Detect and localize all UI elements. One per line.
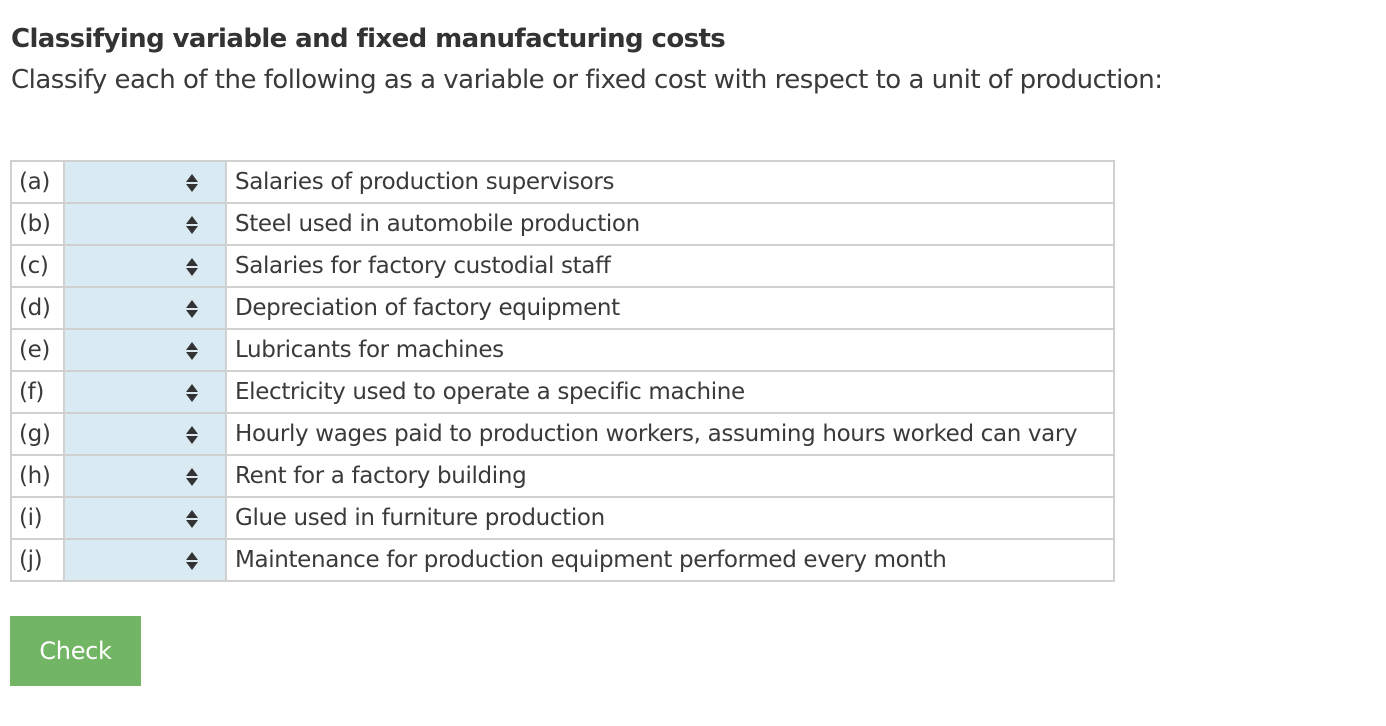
classification-select[interactable] [63,496,227,540]
item-letter: (h) [10,454,65,498]
table-row: (g) Hourly wages paid to production work… [10,412,1115,456]
item-letter: (j) [10,538,65,582]
table-row: (j) Maintenance for production equipment… [10,538,1115,582]
table-row: (d) Depreciation of factory equipment [10,286,1115,330]
item-description: Electricity used to operate a specific m… [225,370,1115,414]
item-letter: (g) [10,412,65,456]
classification-select[interactable] [63,370,227,414]
item-description: Maintenance for production equipment per… [225,538,1115,582]
item-letter: (c) [10,244,65,288]
classification-select[interactable] [63,412,227,456]
item-letter: (i) [10,496,65,540]
item-letter: (f) [10,370,65,414]
table-row: (c) Salaries for factory custodial staff [10,244,1115,288]
up-down-arrows-icon [185,467,199,487]
item-description: Salaries of production supervisors [225,160,1115,204]
up-down-arrows-icon [185,341,199,361]
up-down-arrows-icon [185,173,199,193]
item-description: Rent for a factory building [225,454,1115,498]
item-letter: (d) [10,286,65,330]
instructions-text: Classify each of the following as a vari… [11,65,1163,95]
table-row: (i) Glue used in furniture production [10,496,1115,540]
up-down-arrows-icon [185,299,199,319]
up-down-arrows-icon [185,425,199,445]
item-description: Salaries for factory custodial staff [225,244,1115,288]
table-row: (h) Rent for a factory building [10,454,1115,498]
up-down-arrows-icon [185,509,199,529]
check-button[interactable]: Check [10,616,141,686]
classification-select[interactable] [63,244,227,288]
up-down-arrows-icon [185,257,199,277]
item-description: Hourly wages paid to production workers,… [225,412,1115,456]
classification-select[interactable] [63,538,227,582]
classification-select[interactable] [63,160,227,204]
classification-table: (a) Salaries of production supervisors (… [10,160,1115,582]
item-description: Depreciation of factory equipment [225,286,1115,330]
classification-select[interactable] [63,286,227,330]
item-letter: (a) [10,160,65,204]
table-row: (f) Electricity used to operate a specif… [10,370,1115,414]
up-down-arrows-icon [185,551,199,571]
classification-select[interactable] [63,328,227,372]
item-letter: (b) [10,202,65,246]
table-row: (a) Salaries of production supervisors [10,160,1115,204]
up-down-arrows-icon [185,215,199,235]
classification-select[interactable] [63,202,227,246]
item-description: Lubricants for machines [225,328,1115,372]
classification-select[interactable] [63,454,227,498]
item-letter: (e) [10,328,65,372]
table-row: (b) Steel used in automobile production [10,202,1115,246]
item-description: Steel used in automobile production [225,202,1115,246]
page-title: Classifying variable and fixed manufactu… [11,24,726,54]
table-row: (e) Lubricants for machines [10,328,1115,372]
item-description: Glue used in furniture production [225,496,1115,540]
up-down-arrows-icon [185,383,199,403]
